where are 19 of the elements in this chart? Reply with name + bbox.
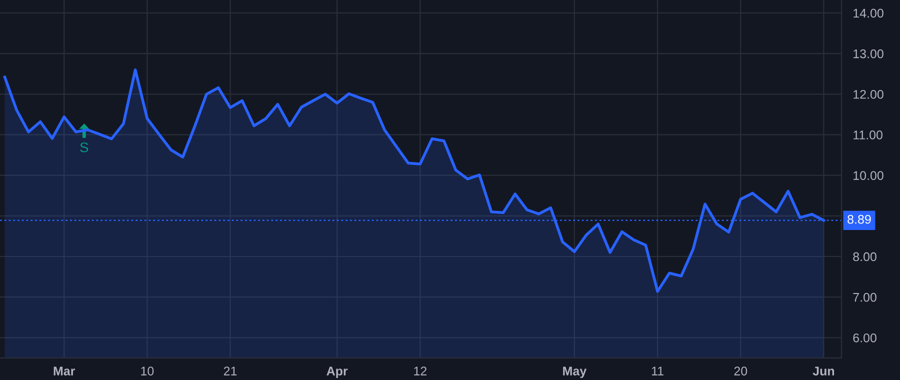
y-tick-label: 7.00 [853,292,876,302]
x-tick-label: 20 [734,366,748,376]
y-tick-label: 10.00 [854,171,884,180]
x-tick-label: 11 [652,366,664,376]
x-tick-label: 10 [141,366,154,376]
ref-line-label: 8.89 [848,214,871,224]
x-tick-label: 12 [414,366,426,376]
x-tick-label: Jun [812,366,834,376]
x-tick-label: 21 [224,366,237,376]
x-tick-label: Mar [54,366,76,376]
y-tick-label: 6.00 [853,333,876,342]
y-tick-label: 14.00 [854,8,884,18]
y-tick-label: 11.00 [854,130,882,140]
y-tick-label: 13.00 [854,49,884,58]
x-tick-label: Apr [326,366,348,378]
x-tick-label: May [563,366,587,378]
y-tick-label: 8.00 [853,252,876,262]
y-tick-label: 12.00 [854,90,884,99]
annotation: S [80,142,88,152]
